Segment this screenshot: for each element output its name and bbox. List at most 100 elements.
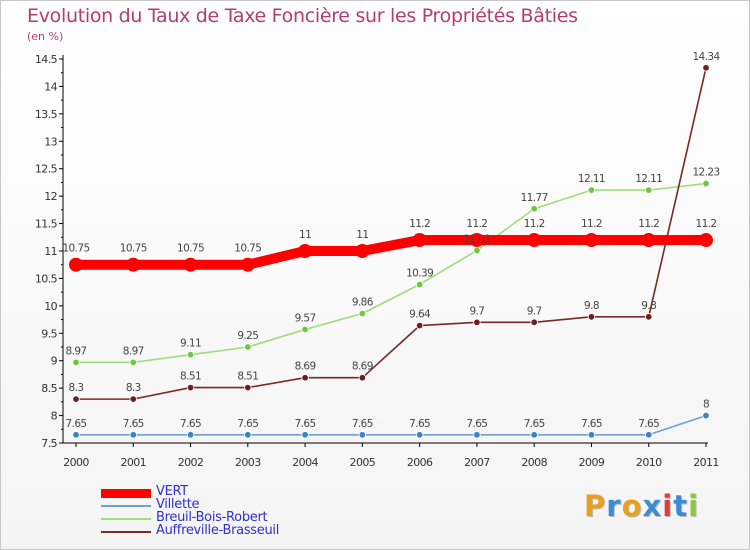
data-label: 10.39 — [406, 267, 433, 279]
data-label: 10.75 — [120, 243, 147, 255]
data-label: 10.75 — [177, 243, 204, 255]
legend-swatch — [101, 505, 151, 507]
data-point — [587, 186, 596, 194]
data-point — [415, 431, 424, 439]
data-label: 7.65 — [466, 418, 487, 430]
data-label: 12.23 — [692, 167, 719, 179]
y-tick-label: 8.5 — [41, 382, 57, 395]
data-label: 9.86 — [352, 297, 374, 309]
data-point — [469, 233, 484, 248]
data-point — [301, 325, 309, 334]
data-label: 7.65 — [638, 418, 659, 430]
data-point — [358, 431, 367, 439]
data-label: 12.11 — [578, 173, 605, 185]
legend: VERT Villette Breuil-Bois-Robert Auffrevill… — [101, 484, 401, 538]
data-point — [301, 374, 309, 382]
data-label: 9.8 — [584, 300, 599, 312]
data-point — [645, 431, 653, 439]
data-point — [72, 395, 80, 403]
data-label: 7.65 — [66, 418, 87, 430]
data-label: 14.34 — [692, 51, 720, 63]
data-point — [186, 383, 195, 392]
y-tick-label: 12 — [44, 190, 57, 203]
data-label: 10.75 — [62, 243, 89, 255]
series-breuil-bois-robert — [72, 179, 710, 367]
data-label: 7.65 — [524, 418, 545, 430]
data-point — [645, 313, 653, 321]
data-label: 11.2 — [524, 218, 545, 230]
data-label: 8.69 — [352, 361, 373, 373]
x-tick-label: 2009 — [579, 456, 605, 469]
data-point — [129, 395, 137, 403]
data-label: 8.3 — [126, 382, 141, 394]
data-point — [129, 431, 137, 439]
legend-label: Auffreville-Brasseuil — [156, 523, 280, 538]
y-tick-label: 11.5 — [35, 218, 58, 231]
data-point — [69, 257, 83, 272]
data-label: 7.65 — [237, 418, 258, 430]
data-label: 11.2 — [466, 218, 487, 230]
y-tick-label: 11 — [44, 245, 57, 258]
data-point — [244, 431, 252, 439]
data-point — [240, 257, 255, 272]
chart-title: Evolution du Taux de Taxe Foncière sur l… — [27, 5, 578, 27]
legend-item: Breuil-Bois-Robert — [101, 510, 401, 525]
data-point — [186, 350, 195, 359]
y-tick-label: 13 — [44, 135, 57, 148]
x-tick-label: 2006 — [407, 456, 433, 469]
y-tick-label: 12.5 — [35, 163, 58, 176]
series-layer — [69, 64, 713, 439]
data-point — [584, 233, 599, 248]
data-point — [473, 246, 481, 255]
y-tick-label: 9 — [51, 355, 58, 368]
unit-label: (en %) — [27, 30, 64, 43]
data-point — [530, 205, 538, 213]
data-label: 11.2 — [696, 218, 717, 230]
y-tick-label: 10 — [44, 300, 57, 313]
series-auffreville-brasseuil — [72, 64, 710, 403]
logo-letter: x — [642, 489, 663, 523]
data-label: 11 — [356, 229, 368, 241]
data-point — [183, 257, 198, 272]
data-label: 8.97 — [123, 345, 144, 357]
y-tick-label: 13.5 — [35, 108, 58, 121]
data-label: 7.65 — [409, 418, 430, 430]
series-line — [75, 182, 707, 364]
series-vert — [69, 233, 713, 272]
data-point — [355, 244, 370, 258]
data-label: 7.65 — [295, 418, 316, 430]
data-point — [358, 309, 367, 318]
data-label: 9.8 — [641, 300, 656, 312]
data-point — [527, 233, 542, 248]
x-tick-label: 2007 — [464, 456, 490, 469]
data-label: 11.77 — [521, 192, 548, 204]
x-tick-label: 2010 — [636, 456, 662, 469]
data-label: 7.65 — [123, 418, 144, 430]
x-tick-label: 2011 — [693, 456, 719, 469]
legend-swatch — [101, 488, 151, 498]
data-point — [702, 179, 710, 188]
legend-label: VERT — [156, 484, 188, 499]
legend-swatch — [101, 531, 151, 533]
data-point — [587, 313, 596, 321]
data-point — [699, 233, 713, 248]
data-label: 12.11 — [635, 173, 662, 185]
legend-item: Villette — [101, 497, 401, 512]
x-tick-label: 2000 — [63, 456, 89, 469]
data-point — [641, 233, 656, 248]
axes: 7.5 8 8.5 9 9.5 10 10.5 11 11.5 12 12.5 13 13.5 14 14.… — [35, 53, 719, 469]
data-label: 11.2 — [638, 218, 659, 230]
data-label: 11.01 — [463, 233, 490, 245]
data-label: 9.25 — [237, 330, 258, 342]
data-label: 11 — [299, 229, 311, 241]
data-label: 9.64 — [409, 309, 431, 321]
data-label: 9.7 — [527, 305, 542, 317]
data-point — [186, 431, 195, 439]
data-point — [473, 318, 481, 327]
x-tick-label: 2005 — [350, 456, 376, 469]
x-tick-label: 2008 — [521, 456, 547, 469]
data-point — [358, 374, 367, 382]
data-point — [129, 358, 137, 367]
data-label: 8 — [703, 399, 709, 411]
logo-letter: t — [673, 489, 689, 523]
